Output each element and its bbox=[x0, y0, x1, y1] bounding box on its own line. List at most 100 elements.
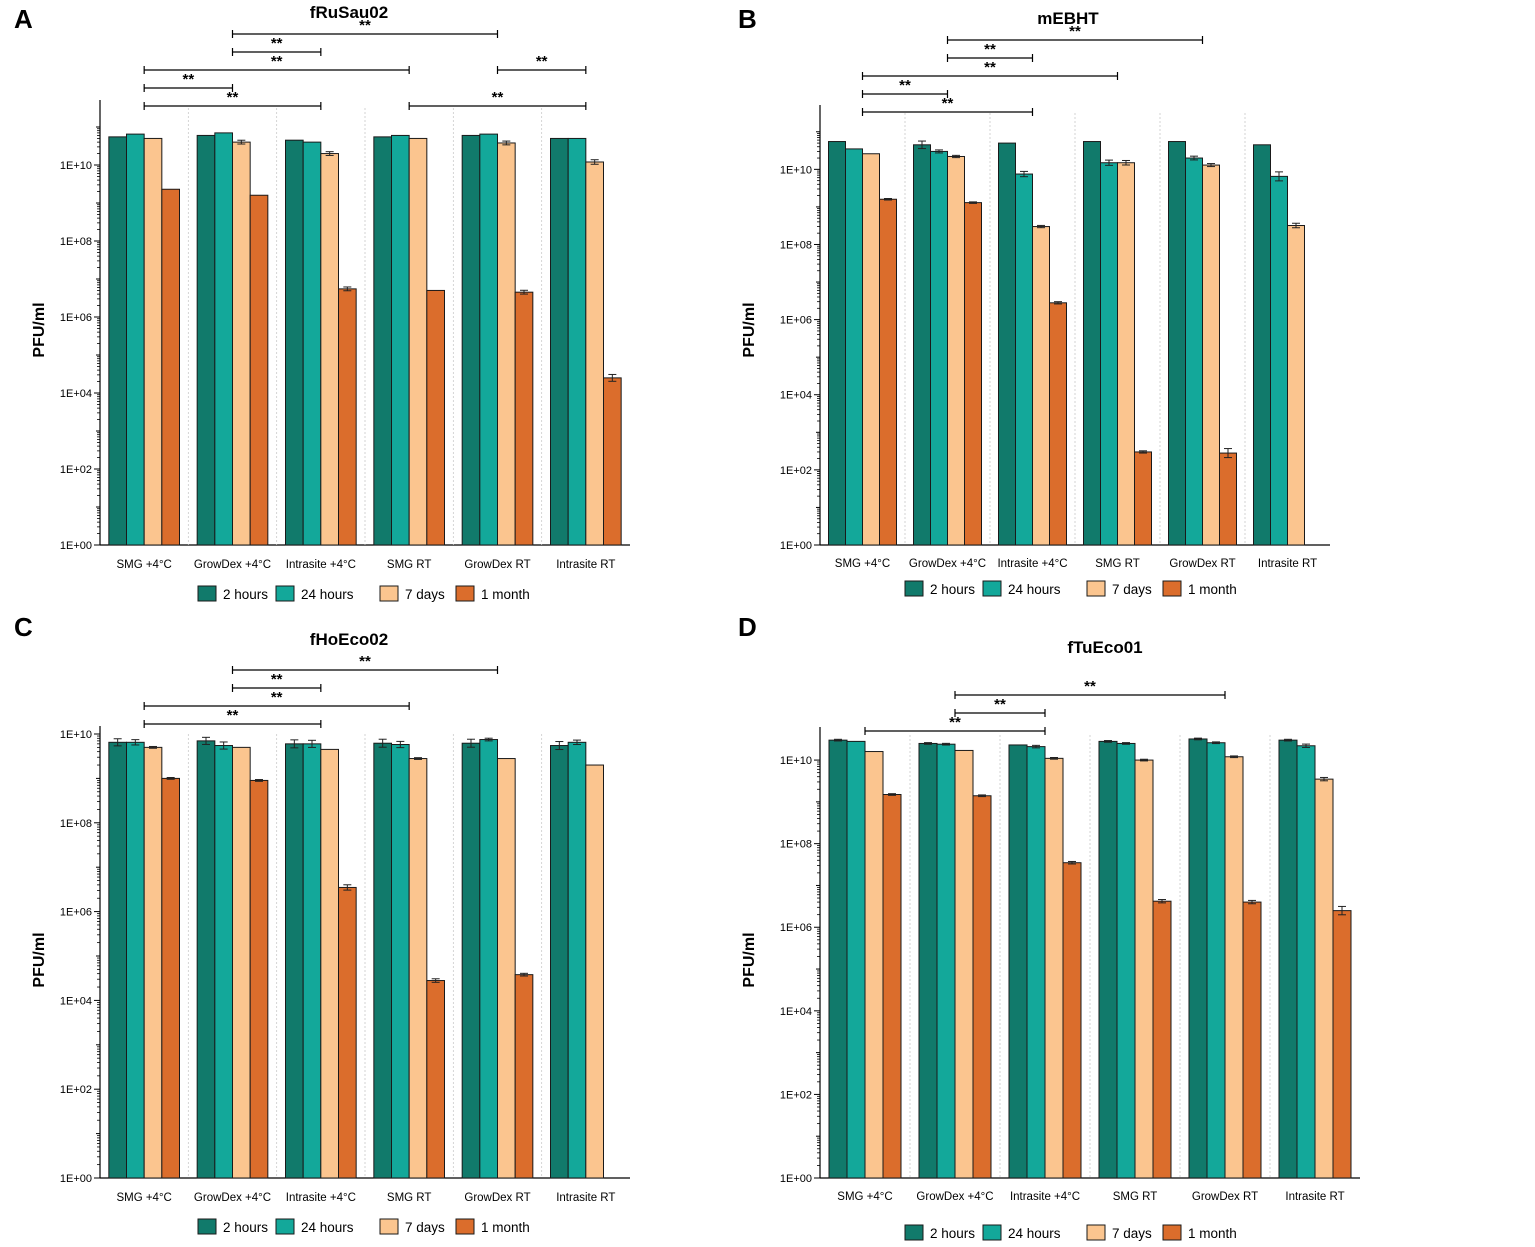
legend-label: 2 hours bbox=[223, 587, 268, 602]
bar-a-5-1 bbox=[567, 137, 587, 546]
panel-letter: C bbox=[14, 612, 33, 642]
legend-label: 24 hours bbox=[301, 587, 354, 602]
significance-label: ** bbox=[949, 714, 961, 731]
significance-label: ** bbox=[359, 17, 371, 34]
x-tick-label: GrowDex RT bbox=[1192, 1191, 1258, 1203]
y-tick-label: 1E+08 bbox=[780, 839, 812, 851]
bar-a-1-1 bbox=[214, 132, 233, 546]
bar-b-0-3 bbox=[879, 198, 897, 546]
bar-b-1-1 bbox=[930, 150, 948, 546]
y-axis-label: PFU/ml bbox=[741, 302, 758, 357]
legend-swatch-2 bbox=[379, 585, 399, 602]
y-tick-label: 1E+10 bbox=[780, 755, 812, 767]
y-tick-label: 1E+06 bbox=[780, 922, 812, 934]
bar-a-5-2 bbox=[585, 161, 604, 546]
bar-a-0-3 bbox=[161, 188, 180, 546]
bar-d-2-3 bbox=[1062, 862, 1082, 1179]
legend-label: 2 hours bbox=[930, 1226, 975, 1241]
bar-b-3-3 bbox=[1134, 451, 1152, 546]
legend-swatch-3 bbox=[1162, 580, 1182, 597]
bar-c-1-2 bbox=[232, 746, 251, 1179]
y-tick-label: 1E+04 bbox=[60, 388, 92, 400]
x-tick-label: Intrasite RT bbox=[556, 559, 615, 571]
bar-b-3-2 bbox=[1117, 162, 1135, 546]
legend-swatch-1 bbox=[982, 1224, 1002, 1241]
legend-label: 1 month bbox=[1188, 582, 1237, 597]
bar-b-1-3 bbox=[964, 202, 982, 546]
bar-a-3-1 bbox=[391, 134, 410, 546]
bar-c-4-0 bbox=[461, 742, 481, 1179]
x-tick-label: Intrasite +4°C bbox=[1010, 1191, 1080, 1203]
panel-letter: B bbox=[738, 4, 757, 34]
legend-swatch-1 bbox=[275, 1218, 295, 1235]
legend-label: 7 days bbox=[405, 587, 445, 602]
significance-label: ** bbox=[994, 696, 1006, 713]
bar-d-1-2 bbox=[954, 749, 974, 1179]
y-tick-label: 1E+02 bbox=[60, 464, 92, 476]
bar-b-3-1 bbox=[1100, 162, 1118, 546]
legend-swatch-0 bbox=[904, 1224, 924, 1241]
bar-a-2-0 bbox=[285, 139, 304, 546]
x-tick-label: SMG RT bbox=[1095, 558, 1140, 570]
legend-label: 2 hours bbox=[930, 582, 975, 597]
bar-c-0-0 bbox=[108, 741, 128, 1179]
bar-b-5-1 bbox=[1270, 175, 1288, 546]
bar-d-4-1 bbox=[1206, 742, 1226, 1179]
chart-title: fRuSau02 bbox=[310, 3, 388, 22]
bar-c-5-1 bbox=[567, 741, 587, 1179]
y-tick-label: 1E+08 bbox=[60, 236, 92, 248]
bar-b-2-3 bbox=[1049, 302, 1067, 546]
y-tick-label: 1E+00 bbox=[780, 540, 812, 552]
bar-d-4-3 bbox=[1242, 901, 1262, 1179]
bar-d-1-0 bbox=[918, 742, 938, 1179]
x-tick-label: SMG +4°C bbox=[835, 558, 890, 570]
legend-label: 24 hours bbox=[301, 1220, 354, 1235]
bar-b-2-0 bbox=[998, 142, 1016, 546]
bar-b-1-2 bbox=[947, 155, 965, 546]
y-tick-label: 1E+10 bbox=[780, 164, 812, 176]
y-tick-label: 1E+02 bbox=[780, 465, 812, 477]
x-tick-label: SMG RT bbox=[387, 559, 432, 571]
bar-a-2-2 bbox=[320, 153, 340, 546]
bar-d-3-1 bbox=[1116, 742, 1136, 1179]
x-tick-label: GrowDex +4°C bbox=[916, 1191, 993, 1203]
bar-b-2-2 bbox=[1032, 226, 1050, 546]
bar-b-5-2 bbox=[1287, 225, 1305, 546]
legend-swatch-1 bbox=[982, 580, 1002, 597]
x-tick-label: Intrasite RT bbox=[1258, 558, 1317, 570]
bar-d-2-2 bbox=[1044, 757, 1064, 1179]
significance-label: ** bbox=[227, 707, 239, 724]
bar-c-5-2 bbox=[585, 764, 604, 1179]
y-tick-label: 1E+10 bbox=[60, 160, 92, 172]
legend-label: 7 days bbox=[1112, 582, 1152, 597]
bar-d-5-1 bbox=[1296, 745, 1316, 1179]
bar-c-3-3 bbox=[426, 980, 446, 1179]
bar-d-0-2 bbox=[864, 751, 884, 1179]
y-tick-label: 1E+00 bbox=[60, 1173, 92, 1185]
bar-b-0-2 bbox=[862, 153, 880, 546]
bar-d-1-3 bbox=[972, 795, 992, 1179]
bar-d-0-0 bbox=[828, 739, 848, 1179]
y-tick-label: 1E+04 bbox=[780, 390, 812, 402]
y-tick-label: 1E+02 bbox=[780, 1089, 812, 1101]
bar-b-4-2 bbox=[1202, 164, 1220, 546]
legend-swatch-0 bbox=[197, 1218, 217, 1235]
legend: 2 hours 24 hours 7 days 1 month bbox=[197, 585, 530, 602]
x-tick-label: GrowDex RT bbox=[464, 559, 530, 571]
bar-c-2-0 bbox=[285, 743, 304, 1179]
y-tick-label: 1E+00 bbox=[780, 1173, 812, 1185]
bar-a-5-0 bbox=[550, 137, 569, 546]
legend-label: 1 month bbox=[481, 587, 530, 602]
legend-swatch-3 bbox=[455, 585, 475, 602]
bar-b-3-0 bbox=[1083, 141, 1101, 546]
x-tick-label: SMG +4°C bbox=[116, 559, 171, 571]
bar-c-5-0 bbox=[550, 745, 569, 1179]
bar-c-0-3 bbox=[161, 777, 180, 1179]
bar-d-4-0 bbox=[1188, 738, 1208, 1179]
bar-b-4-3 bbox=[1219, 452, 1237, 546]
y-tick-label: 1E+06 bbox=[60, 312, 92, 324]
bar-a-4-1 bbox=[479, 133, 499, 546]
bar-d-3-2 bbox=[1134, 759, 1154, 1179]
legend-swatch-2 bbox=[379, 1218, 399, 1235]
significance-label: ** bbox=[359, 653, 371, 670]
